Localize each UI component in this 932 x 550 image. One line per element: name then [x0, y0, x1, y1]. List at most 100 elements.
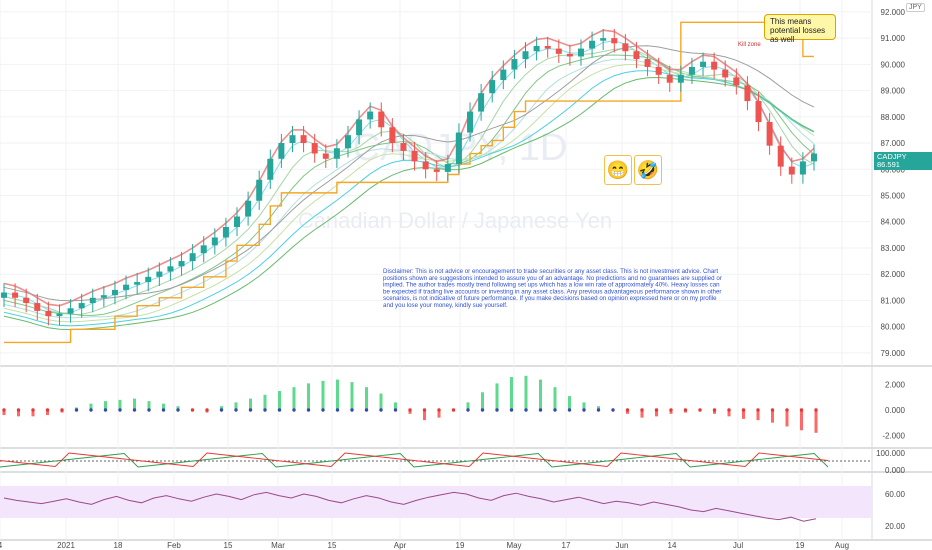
ma-line [3, 64, 815, 323]
macd-dot [306, 408, 311, 412]
macd-dot [669, 408, 673, 412]
macd-dot [509, 408, 514, 412]
price-tick-label: 83.000 [881, 244, 906, 253]
macd-bar [539, 379, 542, 410]
time-tick-label: 4 [0, 541, 3, 550]
macd-bar [2, 410, 6, 416]
currency-tag[interactable]: JPY [906, 3, 925, 12]
macd-bar [394, 402, 397, 410]
last-price-value: 86.591 [877, 160, 900, 169]
macd-dot [422, 408, 427, 412]
macd-dot [625, 408, 630, 412]
macd-panel: 2.000 0.000 -2.000 [2, 375, 906, 440]
candle-body [744, 85, 751, 102]
candle-body [178, 261, 185, 267]
candle-body [67, 308, 74, 314]
candle-body [356, 119, 363, 136]
time-tick-label: 15 [224, 541, 233, 550]
macd-dot [335, 408, 340, 412]
macd-dot [118, 408, 122, 412]
stoch-d-line [0, 452, 829, 467]
rsi-panel: 60.00 20.00 [0, 486, 906, 531]
macd-dot [379, 408, 383, 412]
stoch-k-line [0, 453, 829, 468]
macd-dot [364, 408, 369, 412]
macd-bar [336, 379, 339, 410]
macd-bar [437, 410, 441, 418]
price-tick-label: 85.000 [881, 191, 906, 200]
macd-dot [292, 408, 296, 412]
macd-bar [234, 402, 238, 410]
macd-bar [31, 410, 35, 417]
candle-body [23, 297, 30, 304]
price-tick-label: 92.000 [881, 8, 906, 17]
macd-bar [742, 410, 745, 419]
candle-body [256, 179, 263, 201]
macd-dot [451, 408, 456, 412]
macd-dot [263, 408, 267, 412]
time-tick-label: Aug [835, 541, 849, 550]
candle-body [522, 51, 529, 60]
macd-bar [307, 383, 310, 410]
disclaimer-line: scenarios, is not indicative of future p… [383, 295, 717, 302]
candle-body [156, 271, 163, 277]
callout-note: This means potential losses as well [764, 14, 836, 44]
macd-dot [640, 408, 644, 412]
price-tick-label: 84.000 [881, 218, 906, 227]
macd-bar [321, 380, 325, 410]
macd-bar [582, 402, 586, 410]
price-axis[interactable]: 92.00091.00090.00089.00088.00087.00086.0… [881, 8, 906, 358]
macd-dot [31, 408, 35, 412]
candle-body [289, 135, 296, 144]
rsi-tick-label: 20.00 [885, 522, 906, 531]
candle-body [234, 216, 241, 227]
candle-body [45, 310, 52, 317]
stoch-panel: 100.000 0.000 [0, 449, 906, 475]
macd-bar [17, 410, 20, 417]
disclaimer-line: and you lose your money, kindly sue your… [383, 302, 508, 309]
macd-dot [16, 408, 21, 412]
time-axis[interactable]: 4 2021 18 Feb 15 Mar 15 Apr 19 May 17 Jun 14 Jul 19 Aug [0, 541, 849, 550]
candle-body [655, 66, 662, 75]
candle-body [222, 226, 229, 238]
macd-bar [814, 410, 818, 433]
candle-body [422, 161, 429, 170]
candle-body [755, 101, 762, 123]
candle-body [189, 253, 196, 262]
macd-dot [538, 408, 543, 412]
candle-body [389, 127, 396, 144]
candle-body [444, 164, 451, 172]
macd-dot [176, 408, 180, 412]
candle-body [145, 276, 152, 283]
time-tick-label: Feb [167, 541, 181, 550]
price-tick-label: 90.000 [881, 60, 906, 69]
last-price-symbol: CADJPY [877, 152, 907, 161]
macd-bar [669, 410, 673, 414]
subtitle-watermark: Canadian Dollar / Japanese Yen [298, 208, 612, 233]
candle-body [611, 38, 618, 44]
macd-dot [712, 408, 717, 412]
macd-bar [568, 396, 571, 410]
macd-bar [481, 392, 484, 410]
macd-dot [524, 408, 528, 412]
candle-body [600, 38, 607, 41]
candle-body [400, 143, 407, 151]
candle-body [300, 135, 307, 144]
candle-body [733, 77, 740, 86]
candle-body [378, 111, 385, 128]
candle-body [433, 169, 440, 172]
candle-body [123, 284, 130, 290]
macd-dot [132, 408, 137, 412]
macd-dot [161, 408, 166, 412]
candle-body [589, 40, 596, 49]
price-tick-label: 89.000 [881, 87, 906, 96]
macd-dot [45, 408, 50, 412]
candle-body [700, 61, 707, 67]
time-tick-label: Mar [271, 541, 285, 550]
macd-dot [799, 408, 804, 412]
candle-body [666, 74, 673, 83]
macd-dot [698, 408, 702, 412]
macd-tick-label: 0.000 [885, 406, 906, 415]
disclaimer-text: Disclaimer: This is not advice or encour… [383, 268, 722, 309]
